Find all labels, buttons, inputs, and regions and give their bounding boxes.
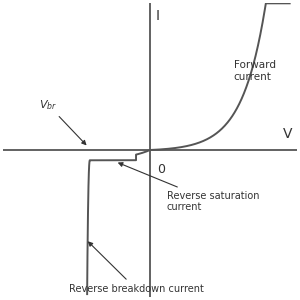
Text: 0: 0 bbox=[157, 163, 165, 176]
Text: $V_{br}$: $V_{br}$ bbox=[39, 98, 86, 145]
Text: Reverse saturation
current: Reverse saturation current bbox=[119, 163, 259, 212]
Text: Forward
current: Forward current bbox=[234, 60, 276, 82]
Text: I: I bbox=[156, 9, 160, 23]
Text: V: V bbox=[283, 127, 292, 141]
Text: Reverse breakdown current: Reverse breakdown current bbox=[69, 242, 203, 294]
